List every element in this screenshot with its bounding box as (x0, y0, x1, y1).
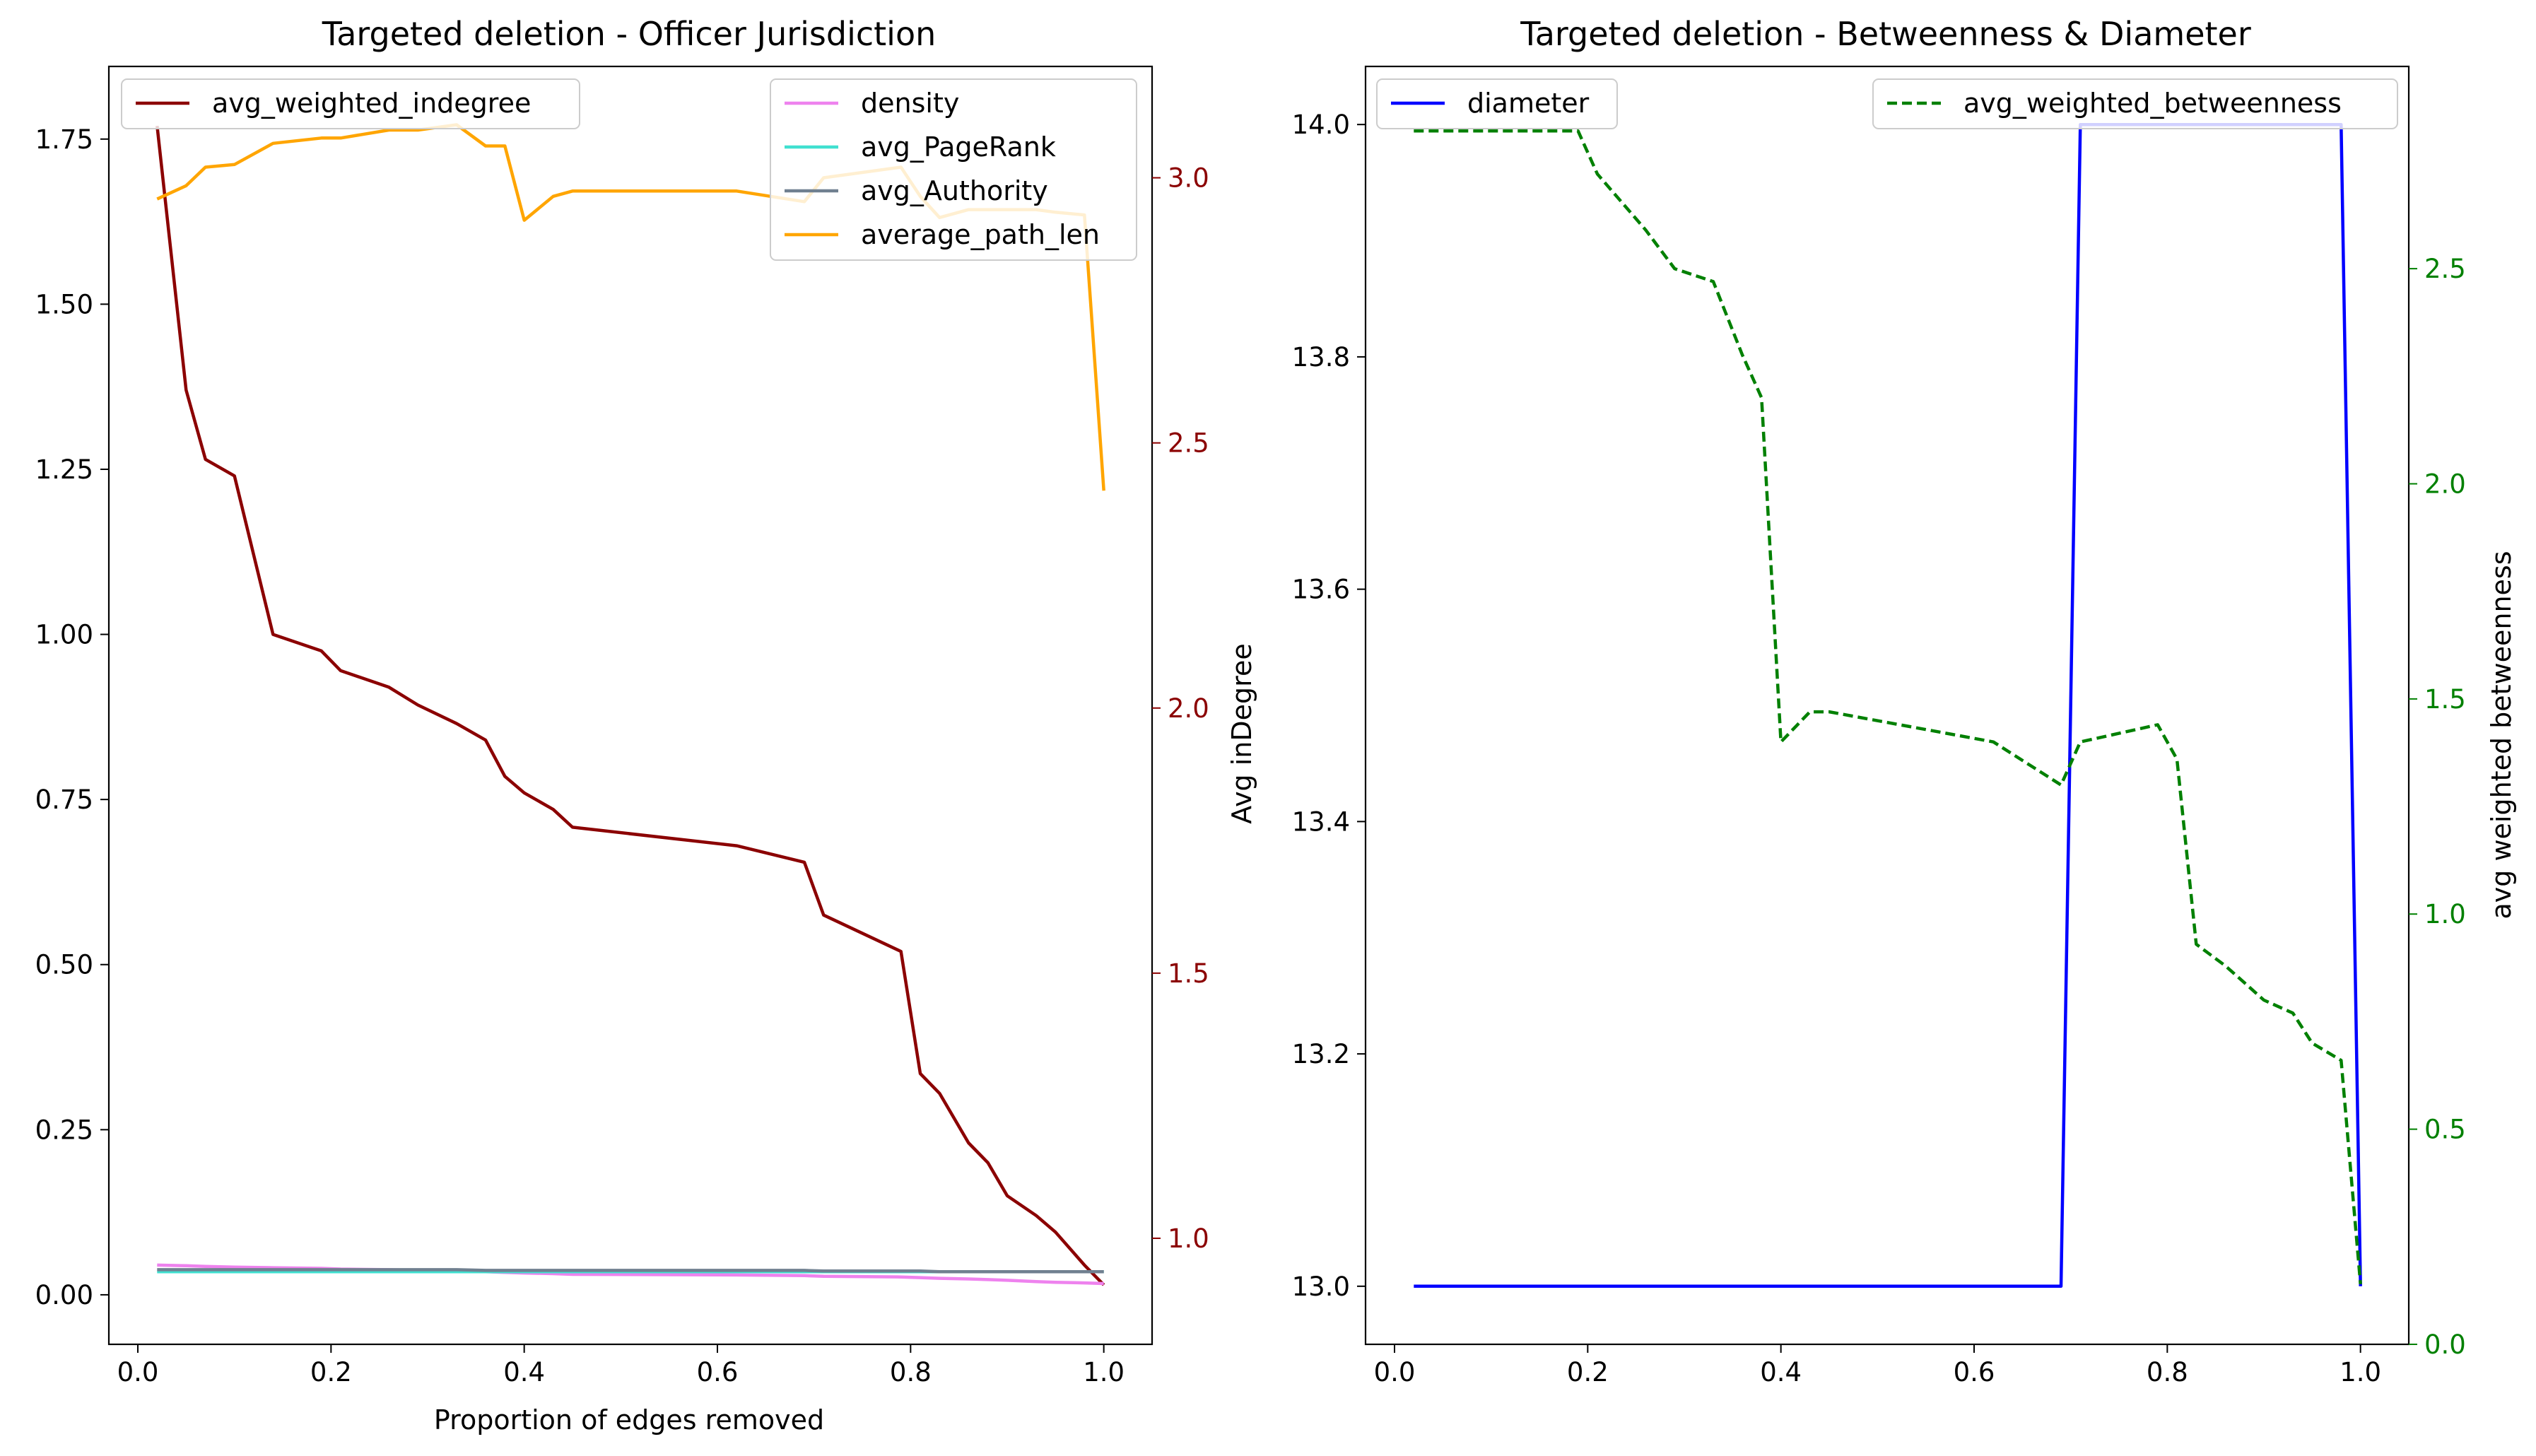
y-tick-label: 13.4 (1292, 806, 1350, 837)
y2-tick-label: 0.5 (2424, 1115, 2466, 1145)
right-y-axis-label: Avg inDegree (1226, 643, 1257, 823)
y-tick-label: 1.25 (35, 454, 93, 485)
legend-label: avg_PageRank (861, 131, 1056, 163)
legend-left: avg_weighted_indegree (121, 78, 580, 129)
legend-right: density avg_PageRank avg_Authority average_… (770, 78, 1137, 261)
x-tick-label: 1.0 (1083, 1357, 1125, 1387)
y-tick-label: 13.2 (1292, 1039, 1350, 1069)
y2-tick-label: 3.0 (1168, 163, 1209, 194)
y2-tick-label: 2.0 (2424, 469, 2466, 499)
legend-right: avg_weighted_betweenness (1872, 78, 2398, 129)
y2-tick-label: 1.0 (2424, 899, 2466, 929)
x-tick-label: 0.2 (1567, 1357, 1609, 1387)
x-tick-label: 1.0 (2340, 1357, 2381, 1387)
y2-tick-label: 1.0 (1168, 1223, 1209, 1254)
series-line-avg-authority (157, 1268, 1104, 1274)
x-tick-label: 0.4 (503, 1357, 545, 1387)
series-line-avg-weighted-indegree (155, 125, 1105, 1286)
y2-tick-label: 1.5 (1168, 958, 1209, 989)
y2-tick-label: 0.0 (2424, 1329, 2466, 1360)
x-tick-label: 0.8 (890, 1357, 932, 1387)
y-tick-label: 13.6 (1292, 575, 1350, 605)
y-tick-label: 1.50 (35, 289, 93, 319)
legend-label: avg_weighted_indegree (212, 88, 531, 119)
legend-box (770, 78, 1137, 261)
legend-label: diameter (1467, 88, 1590, 119)
series-line-density (157, 1263, 1104, 1286)
y-tick-label: 13.0 (1292, 1272, 1350, 1302)
plot-frame (1364, 65, 2410, 1346)
y2-tick-label: 2.5 (2424, 254, 2466, 284)
y-tick-label: 1.75 (35, 124, 93, 155)
x-tick-label: 0.2 (310, 1357, 352, 1387)
y-tick-label: 0.50 (35, 950, 93, 980)
chart-betweenness-diameter: 0.0 0.2 0.4 0.6 0.8 1.0 13.0 13.2 13.4 13.6 13.8 14… (1292, 15, 2517, 1387)
right-y-axis-label: avg weighted betweenness (2486, 551, 2517, 919)
chart-title: Targeted deletion - Officer Jurisdiction (322, 15, 937, 53)
chart-officer-jurisdiction: 0.0 0.2 0.4 0.6 0.8 1.0 0.00 0.25 0.50 0.75 1.00 1.… (35, 15, 1257, 1436)
y-tick-label: 1.00 (35, 620, 93, 650)
legend-label: avg_Authority (861, 175, 1048, 206)
legend-label: avg_weighted_betweenness (1963, 88, 2342, 119)
legend-box (1872, 78, 2398, 129)
x-tick-label: 0.4 (1760, 1357, 1802, 1387)
plot-frame (107, 65, 1153, 1346)
series-line-avg-weighted-betweenness (1414, 129, 2362, 1284)
legend-box (121, 78, 580, 129)
chart-title: Targeted deletion - Betweenness & Diamet… (1520, 15, 2251, 53)
x-tick-label: 0.6 (1954, 1357, 1995, 1387)
y2-tick-label: 2.0 (1168, 693, 1209, 724)
x-tick-label: 0.0 (1374, 1357, 1416, 1387)
series-group (155, 123, 1105, 1286)
y-tick-label: 0.00 (35, 1280, 93, 1310)
legend-label: average_path_len (861, 219, 1100, 250)
y-tick-label: 14.0 (1292, 110, 1350, 140)
y-tick-label: 13.8 (1292, 342, 1350, 372)
x-tick-label: 0.8 (2147, 1357, 2188, 1387)
legend-label: density (861, 88, 959, 119)
x-tick-label: 0.0 (117, 1357, 159, 1387)
y2-tick-label: 1.5 (2424, 684, 2466, 715)
y-tick-label: 0.25 (35, 1115, 93, 1145)
y-tick-label: 0.75 (35, 785, 93, 815)
legend-left: diameter (1376, 78, 1618, 129)
y2-tick-label: 2.5 (1168, 428, 1209, 459)
x-tick-label: 0.6 (697, 1357, 739, 1387)
legend-box (1376, 78, 1618, 129)
x-axis-label: Proportion of edges removed (434, 1404, 824, 1436)
